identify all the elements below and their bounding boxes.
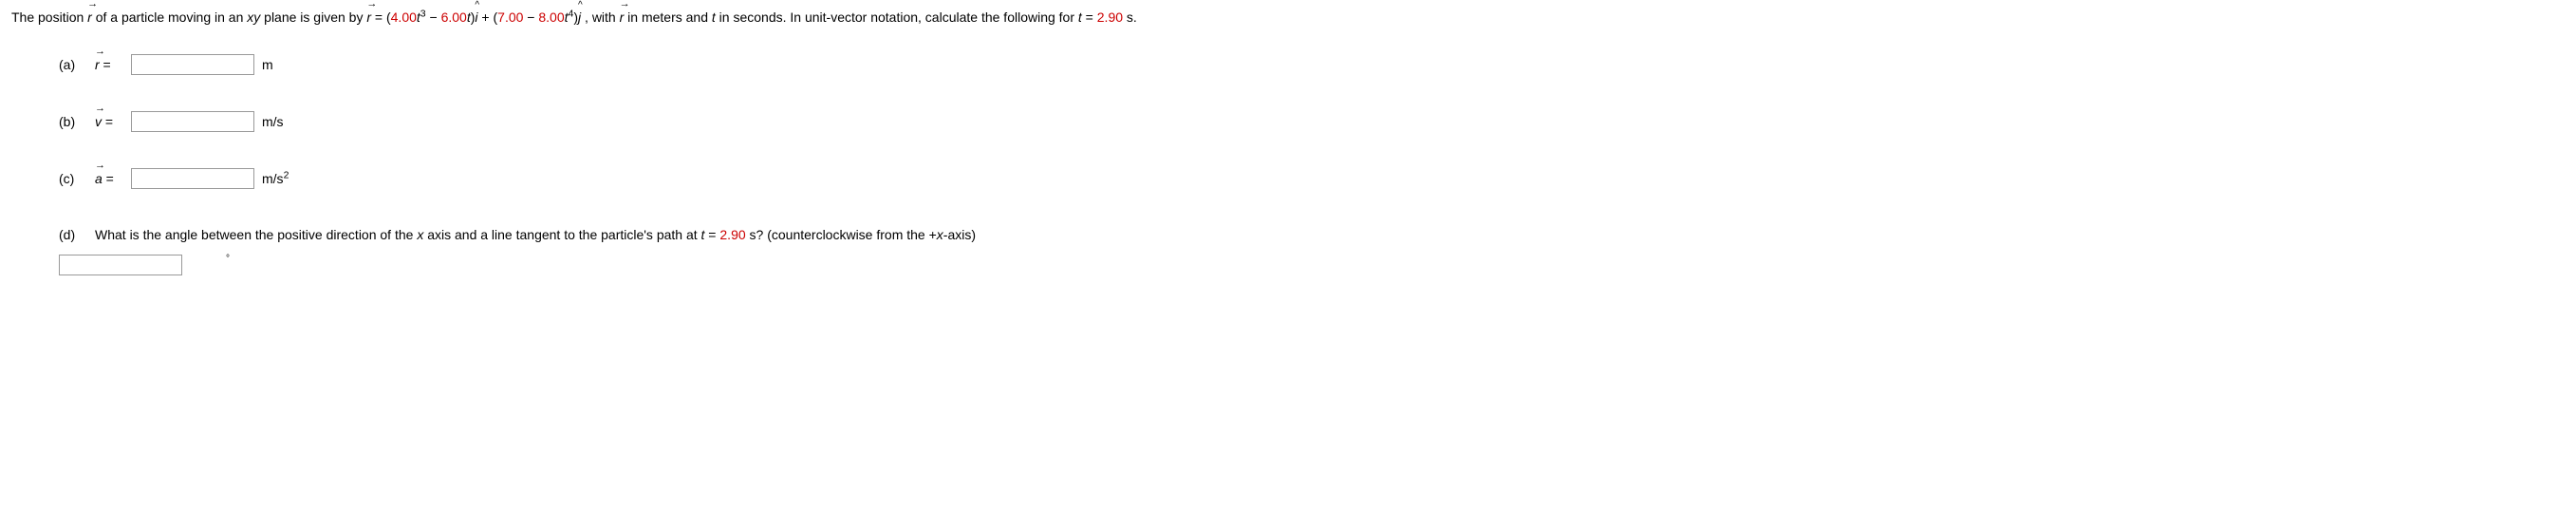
problem-statement: The position →r of a particle moving in … (11, 8, 2565, 28)
j-hat: ^j (578, 8, 581, 28)
t-equals: = (1082, 9, 1097, 25)
part-b-unit: m/s (262, 112, 284, 132)
plus: + ( (478, 9, 498, 25)
vec-r-2: →r (366, 8, 371, 28)
part-a-input[interactable] (131, 54, 254, 75)
part-a-label: (a) (59, 55, 95, 75)
part-d: (d) What is the angle between the positi… (59, 225, 2565, 275)
t-value-d: 2.90 (719, 227, 745, 242)
coef-4: 8.00 (538, 9, 564, 25)
part-a-unit: m (262, 55, 273, 75)
arrow-icon: → (95, 104, 102, 114)
part-c-label: (c) (59, 169, 95, 189)
part-c: (c) →a = m/s2 (59, 168, 2565, 189)
part-d-input-row: ° (59, 249, 2565, 275)
part-a-var: →r = (95, 55, 125, 75)
equals: = ( (371, 9, 391, 25)
intro-text-a: The position (11, 9, 87, 25)
part-a: (a) →r = m (59, 54, 2565, 75)
part-b-input[interactable] (131, 111, 254, 132)
x-var-2: x (937, 227, 943, 242)
part-d-text: What is the angle between the positive d… (95, 225, 976, 245)
vec-v: →v (95, 112, 102, 132)
intro-text-e: in meters and (624, 9, 712, 25)
vec-a: →a (95, 169, 103, 189)
minus: − (523, 9, 538, 25)
intro-text-c: plane is given by (260, 9, 366, 25)
intro-text-d: , with (581, 9, 619, 25)
seconds-unit: s. (1123, 9, 1137, 25)
arrow-icon: → (87, 0, 92, 9)
coef-1: 4.00 (391, 9, 417, 25)
part-d-label: (d) (59, 225, 95, 245)
part-d-question: (d) What is the angle between the positi… (59, 225, 2565, 245)
part-b-var: →v = (95, 112, 125, 132)
part-b: (b) →v = m/s (59, 111, 2565, 132)
hat-icon: ^ (475, 1, 477, 10)
arrow-icon: → (95, 47, 100, 57)
vec-r: →r (95, 55, 100, 75)
part-d-input[interactable] (59, 255, 182, 275)
coef-3: 7.00 (497, 9, 523, 25)
part-c-var: →a = (95, 169, 125, 189)
arrow-icon: → (366, 0, 371, 9)
intro-text-f: in seconds. In unit-vector notation, cal… (716, 9, 1078, 25)
arrow-icon: → (95, 161, 103, 171)
i-hat: ^i (475, 8, 477, 28)
coef-2: 6.00 (441, 9, 467, 25)
degree-unit: ° (226, 252, 230, 266)
part-c-input[interactable] (131, 168, 254, 189)
xy-var: xy (247, 9, 260, 25)
intro-text-b: of a particle moving in an (92, 9, 247, 25)
vec-r-3: →r (620, 8, 625, 28)
hat-icon: ^ (578, 1, 581, 10)
t-value: 2.90 (1097, 9, 1123, 25)
minus: − (426, 9, 441, 25)
arrow-icon: → (620, 0, 625, 9)
part-c-unit: m/s2 (262, 169, 289, 189)
vec-r-1: →r (87, 8, 92, 28)
part-b-label: (b) (59, 112, 95, 132)
